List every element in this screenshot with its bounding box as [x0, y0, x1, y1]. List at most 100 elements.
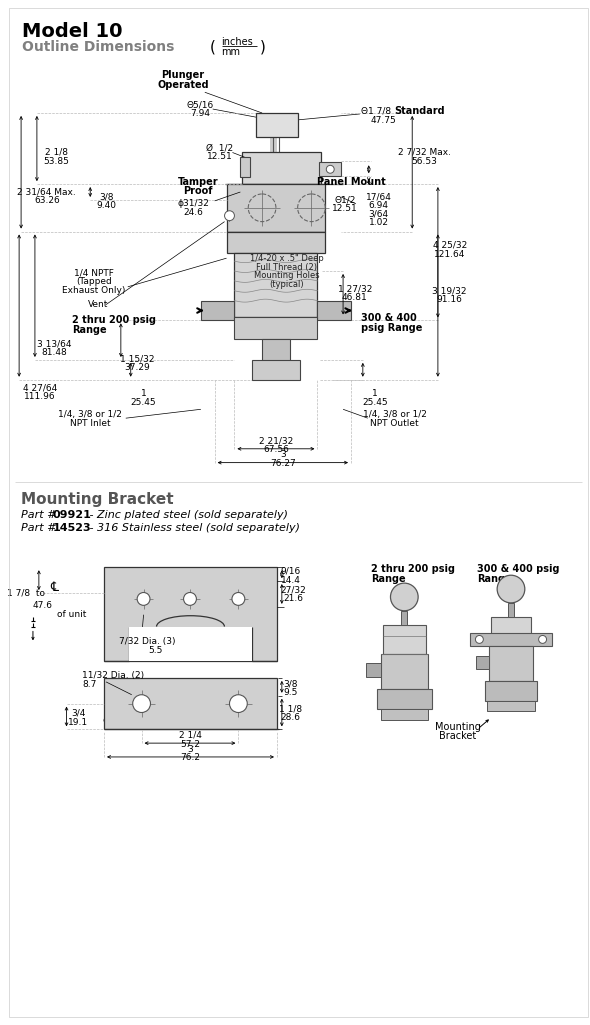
Text: 1 7/8  to: 1 7/8 to [7, 588, 45, 598]
Bar [487, 701, 535, 710]
Text: 2 21/32: 2 21/32 [259, 437, 293, 446]
Text: 4 27/64: 4 27/64 [23, 383, 57, 392]
Bar [242, 153, 322, 184]
Text: 53.85: 53.85 [44, 157, 70, 166]
Text: NPT Inlet: NPT Inlet [70, 418, 110, 427]
Bar [104, 567, 277, 661]
Text: Operated: Operated [158, 80, 209, 90]
Text: 76.2: 76.2 [180, 753, 200, 763]
Circle shape [133, 695, 150, 712]
Text: 91.16: 91.16 [437, 295, 463, 304]
Text: Proof: Proof [183, 186, 212, 196]
Text: 57.2: 57.2 [180, 740, 200, 748]
Bar [381, 654, 428, 689]
Bar [240, 158, 250, 177]
Text: Vent: Vent [88, 300, 109, 310]
Circle shape [497, 575, 525, 603]
Text: Θ1/2: Θ1/2 [335, 196, 356, 204]
Text: (Tapped: (Tapped [76, 278, 112, 286]
Bar [470, 632, 552, 647]
Bar [317, 300, 351, 321]
Bar [227, 184, 325, 232]
Text: 12.51: 12.51 [206, 152, 232, 161]
Circle shape [476, 636, 483, 644]
Text: Range: Range [73, 325, 107, 335]
Text: 3 19/32: 3 19/32 [432, 286, 467, 295]
Text: 5.5: 5.5 [148, 646, 163, 655]
Text: 24.6: 24.6 [183, 208, 203, 217]
Circle shape [183, 592, 196, 606]
Text: 1.02: 1.02 [369, 218, 389, 228]
Text: ℄: ℄ [51, 580, 59, 593]
Text: 25.45: 25.45 [362, 398, 388, 407]
Text: 2 7/32 Max.: 2 7/32 Max. [398, 148, 451, 157]
Text: 2 31/64 Max.: 2 31/64 Max. [17, 188, 76, 197]
Text: Plunger: Plunger [162, 71, 205, 80]
Text: 7/32 Dia. (3): 7/32 Dia. (3) [119, 637, 176, 646]
Text: Mounting Bracket: Mounting Bracket [21, 492, 173, 507]
Bar [366, 663, 381, 677]
Text: - 316 Stainless steel (sold separately): - 316 Stainless steel (sold separately) [86, 523, 300, 533]
Text: 1 15/32: 1 15/32 [120, 355, 155, 364]
Text: Standard: Standard [395, 106, 445, 116]
Bar [486, 681, 537, 701]
Text: 8.7: 8.7 [83, 681, 97, 690]
Text: 3: 3 [187, 744, 193, 753]
Text: 47.75: 47.75 [371, 117, 396, 125]
Bar [489, 647, 533, 681]
Text: Part #: Part # [21, 510, 60, 520]
Bar [401, 611, 407, 624]
Text: 1/4-20 x .5" Deep: 1/4-20 x .5" Deep [250, 253, 324, 262]
Text: 37.29: 37.29 [124, 363, 150, 372]
Text: psig Range: psig Range [361, 323, 422, 333]
Bar [201, 300, 234, 321]
Circle shape [225, 211, 234, 220]
Text: 1/4, 3/8 or 1/2: 1/4, 3/8 or 1/2 [362, 410, 427, 419]
Text: Θ5/16: Θ5/16 [186, 100, 214, 110]
Text: - Zinc plated steel (sold separately): - Zinc plated steel (sold separately) [86, 510, 289, 520]
Circle shape [391, 583, 418, 611]
Text: 2 thru 200 psig: 2 thru 200 psig [371, 565, 455, 574]
Bar [256, 113, 297, 136]
Text: 300 & 400 psig: 300 & 400 psig [477, 565, 560, 574]
Bar [227, 232, 325, 253]
Text: 3 13/64: 3 13/64 [37, 339, 72, 349]
Text: Exhaust Only): Exhaust Only) [63, 286, 126, 295]
Text: NPT Outlet: NPT Outlet [370, 418, 419, 427]
Text: Part #: Part # [21, 523, 60, 533]
Text: 3/8: 3/8 [283, 680, 298, 689]
Text: 300 & 400: 300 & 400 [361, 314, 417, 324]
Text: 1 1/8: 1 1/8 [279, 704, 302, 713]
Text: 28.6: 28.6 [281, 713, 301, 722]
Text: Bracket: Bracket [439, 731, 476, 741]
Text: 63.26: 63.26 [34, 197, 60, 205]
Text: 3/4: 3/4 [71, 709, 86, 718]
Text: 11/32 Dia. (2): 11/32 Dia. (2) [83, 671, 145, 681]
Text: 47.6: 47.6 [33, 602, 53, 610]
Circle shape [230, 695, 247, 712]
Bar [491, 617, 531, 645]
Bar [262, 339, 290, 363]
Text: 3: 3 [280, 450, 286, 459]
Text: 12.51: 12.51 [332, 204, 358, 213]
Text: 2 1/4: 2 1/4 [179, 731, 201, 740]
Text: 25.45: 25.45 [131, 398, 156, 407]
Text: Model 10: Model 10 [22, 23, 123, 41]
Text: 17/64: 17/64 [366, 193, 392, 202]
Circle shape [326, 165, 334, 173]
Bar [476, 656, 489, 669]
Text: Panel Mount: Panel Mount [317, 177, 385, 188]
Text: ϕ31/32: ϕ31/32 [177, 199, 209, 208]
Text: (typical): (typical) [270, 281, 304, 289]
Text: 2 1/8: 2 1/8 [45, 148, 68, 157]
Text: Θ1 7/8: Θ1 7/8 [361, 107, 394, 116]
Text: Range: Range [477, 574, 512, 584]
Text: 3/8: 3/8 [99, 193, 113, 202]
Text: Mounting Holes: Mounting Holes [254, 272, 320, 281]
Text: 27/32: 27/32 [281, 585, 307, 594]
Text: 6.94: 6.94 [369, 201, 389, 210]
Text: 1: 1 [140, 388, 146, 398]
Text: Range: Range [371, 574, 405, 584]
Text: 46.81: 46.81 [342, 293, 368, 302]
Text: 14523: 14523 [53, 523, 91, 533]
